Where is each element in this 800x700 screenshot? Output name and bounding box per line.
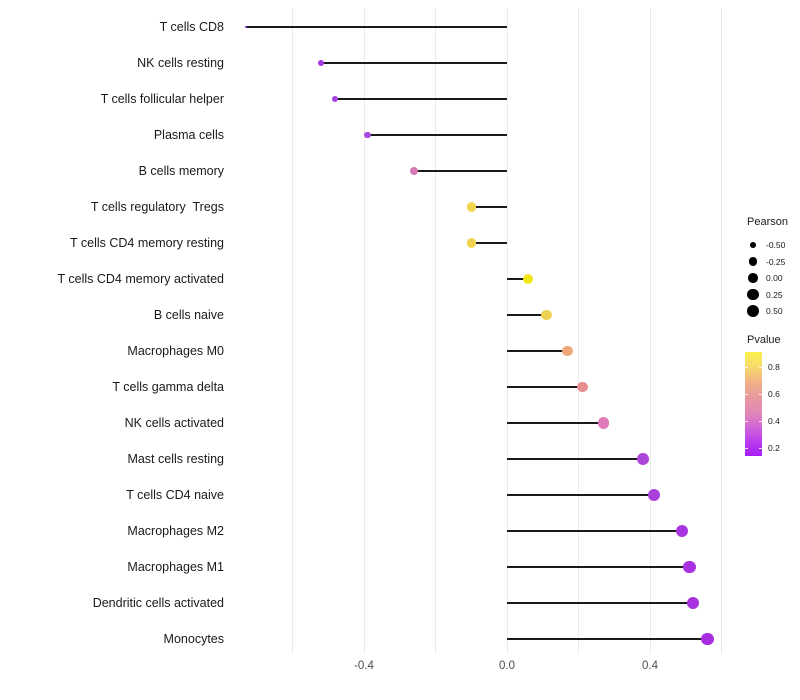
category-label: T cells CD4 memory activated — [57, 272, 225, 286]
category-label: NK cells activated — [124, 416, 224, 430]
pvalue-legend-label: 0.2 — [768, 443, 780, 453]
pvalue-tick-mark — [745, 394, 748, 395]
x-gridline — [506, 8, 508, 654]
category-label: T cells follicular helper — [100, 92, 224, 106]
pearson-legend-dot — [750, 242, 756, 248]
lollipop-stem — [321, 62, 507, 64]
category-label: Monocytes — [163, 632, 224, 646]
pearson-legend-label: 0.25 — [766, 289, 783, 300]
pearson-legend-label: 0.50 — [766, 306, 783, 316]
lollipop-dot — [364, 131, 372, 139]
pearson-legend-label: 0.00 — [766, 273, 783, 283]
lollipop-stem — [507, 422, 604, 424]
x-gridline — [649, 8, 651, 654]
pearson-legend-dot — [746, 304, 760, 318]
lollipop-stem — [246, 26, 507, 28]
category-label: T cells regulatory Tregs — [90, 200, 224, 214]
x-gridline — [721, 8, 722, 654]
category-label: B cells naive — [153, 308, 224, 322]
category-label: Mast cells resting — [127, 452, 224, 466]
lollipop-stem — [471, 206, 507, 208]
lollipop-stem — [507, 350, 568, 352]
lollipop-dot — [576, 381, 588, 393]
lollipop-dot — [562, 345, 574, 357]
lollipop-dot — [597, 417, 610, 429]
lollipop-dot — [466, 238, 476, 248]
lollipop-dot — [647, 489, 660, 501]
category-label: Dendritic cells activated — [92, 596, 224, 610]
lollipop-stem — [507, 458, 643, 460]
lollipop-stem — [335, 98, 507, 100]
x-gridline — [435, 8, 436, 654]
lollipop-dot — [700, 632, 714, 646]
x-gridline — [578, 8, 579, 654]
lollipop-stem — [507, 566, 690, 568]
pearson-legend-title: Pearson — [747, 216, 788, 228]
lollipop-dot — [675, 524, 689, 538]
pvalue-tick-mark — [759, 421, 762, 422]
pvalue-legend-label: 0.4 — [768, 416, 780, 426]
pearson-legend-dot — [747, 288, 759, 301]
lollipop-stem — [507, 530, 683, 532]
lollipop-dot — [466, 202, 476, 212]
lollipop-dot — [636, 453, 649, 465]
x-axis-tick-label: 0.0 — [499, 660, 515, 672]
pvalue-tick-mark — [759, 448, 762, 449]
pvalue-gradient-bar — [745, 352, 762, 456]
lollipop-dot — [523, 273, 534, 285]
pvalue-tick-mark — [745, 367, 748, 368]
lollipop-stem — [471, 242, 507, 244]
pvalue-tick-mark — [759, 367, 762, 368]
category-label: T cells CD4 naive — [126, 488, 224, 502]
lollipop-dot — [410, 166, 419, 175]
lollipop-stem — [414, 170, 507, 172]
category-label: T cells gamma delta — [112, 380, 224, 394]
lollipop-stem — [507, 314, 547, 316]
category-label: T cells CD4 memory resting — [70, 236, 224, 250]
lollipop-dot — [332, 95, 339, 103]
pvalue-legend-label: 0.6 — [768, 389, 780, 399]
category-label: T cells CD8 — [159, 20, 224, 34]
x-axis-tick-label: -0.4 — [354, 660, 374, 672]
lollipop-dot — [683, 560, 696, 574]
pvalue-tick-mark — [759, 394, 762, 395]
category-label: Plasma cells — [153, 128, 224, 142]
pvalue-legend-label: 0.8 — [768, 362, 780, 372]
lollipop-stem — [507, 494, 654, 496]
category-label: B cells memory — [138, 164, 224, 178]
pearson-legend-label: -0.25 — [766, 256, 786, 267]
pvalue-legend-title: Pvalue — [747, 334, 781, 346]
lollipop-stem — [507, 278, 529, 280]
category-label: Macrophages M0 — [127, 344, 224, 358]
pearson-legend-dot — [748, 273, 758, 283]
x-axis-tick-label: 0.4 — [642, 660, 658, 672]
lollipop-dot — [686, 596, 700, 610]
category-label: NK cells resting — [137, 56, 224, 70]
category-label: Macrophages M1 — [127, 560, 224, 574]
pvalue-tick-mark — [745, 448, 748, 449]
lollipop-dot — [541, 309, 552, 321]
pearson-legend-dot — [748, 257, 758, 266]
category-label: Macrophages M2 — [127, 524, 224, 538]
pearson-legend-label: -0.50 — [766, 240, 786, 250]
pvalue-tick-mark — [745, 421, 748, 422]
lollipop-stem — [507, 638, 708, 640]
lollipop-dot — [318, 60, 324, 66]
lollipop-stem — [507, 602, 693, 604]
x-gridline — [292, 8, 293, 654]
lollipop-stem — [367, 134, 507, 136]
lollipop-dot — [244, 25, 248, 29]
x-gridline — [363, 8, 365, 654]
lollipop-stem — [507, 386, 583, 388]
